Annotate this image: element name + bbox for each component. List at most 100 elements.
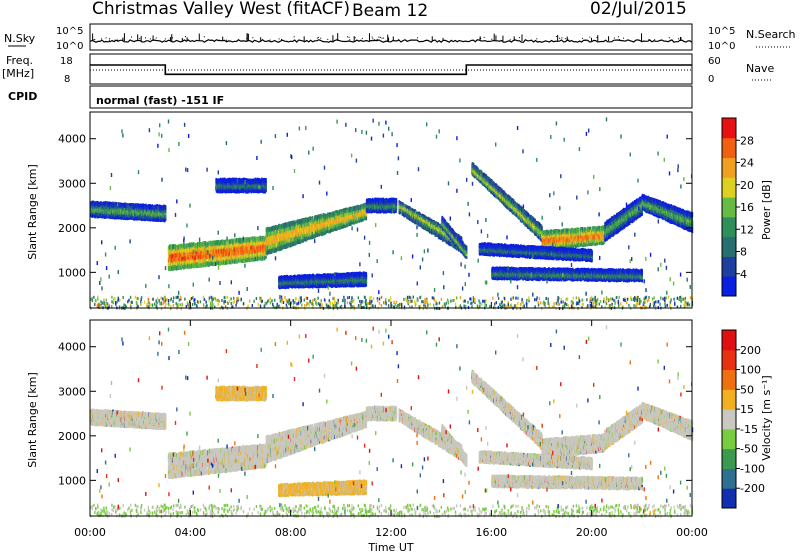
power-cell xyxy=(283,231,285,237)
noise-tick-right-high: 10^5 xyxy=(708,26,735,37)
freq-label: Freq. xyxy=(6,54,33,67)
nsearch-point xyxy=(479,38,481,40)
nsky-label: N.Sky xyxy=(4,32,36,45)
power-cell xyxy=(276,242,278,248)
noise-tick-left-low: 10^0 xyxy=(56,41,83,52)
nave-tick-low: 0 xyxy=(708,74,714,85)
power-cell xyxy=(180,244,183,250)
noise-panel-frame xyxy=(89,23,693,51)
power-cell xyxy=(164,205,167,211)
power-cell xyxy=(241,258,243,263)
nsearch-point xyxy=(480,37,482,39)
power-cell xyxy=(129,203,132,209)
power-cell xyxy=(241,249,243,255)
power-cell xyxy=(183,259,186,265)
nsearch-point xyxy=(555,36,557,38)
power-cell xyxy=(208,240,211,246)
power-cell xyxy=(187,243,190,249)
power-cell xyxy=(269,226,271,232)
nsearch-point xyxy=(376,38,378,40)
power-cell xyxy=(272,242,274,248)
power-cell xyxy=(278,229,280,235)
power-cell xyxy=(196,257,199,263)
power-cell xyxy=(202,250,204,255)
cpid-text: normal (fast) -151 IF xyxy=(96,94,224,107)
power-cell xyxy=(230,250,232,256)
power-cell xyxy=(194,254,197,260)
nsearch-point xyxy=(509,39,511,41)
power-cell xyxy=(274,233,277,239)
power-cell xyxy=(265,253,267,259)
power-cell xyxy=(252,248,255,254)
power-cell xyxy=(297,223,300,229)
nsearch-point xyxy=(354,37,356,39)
power-cell xyxy=(255,245,257,251)
power-cell xyxy=(289,225,291,231)
power-cell xyxy=(213,252,216,258)
power-cell xyxy=(222,243,225,249)
power-cell xyxy=(208,245,211,251)
power-cell xyxy=(174,260,176,266)
nsearch-point xyxy=(613,37,615,39)
nsearch-point xyxy=(327,38,329,40)
power-cell xyxy=(189,243,192,249)
power-cell xyxy=(264,251,266,257)
station-title: Christmas Valley West (fitACF) xyxy=(92,0,350,19)
power-cell xyxy=(183,247,185,253)
power-cell xyxy=(192,259,195,265)
power-cell xyxy=(295,227,297,233)
power-cell xyxy=(395,198,398,204)
power-cell xyxy=(94,210,97,216)
nsearch-point xyxy=(648,39,650,41)
power-cell xyxy=(179,243,181,249)
power-cell xyxy=(292,229,294,235)
nsearch-point xyxy=(623,37,625,39)
power-cell xyxy=(276,246,278,252)
nsearch-point xyxy=(172,37,174,39)
nsky-trace xyxy=(89,39,693,43)
power-cell xyxy=(238,241,241,247)
power-cell xyxy=(164,208,167,214)
nsearch-point xyxy=(269,39,271,41)
power-cell xyxy=(218,260,220,266)
nsearch-point xyxy=(378,36,380,38)
power-cell xyxy=(305,232,307,238)
power-cell xyxy=(194,258,196,264)
nsearch-point xyxy=(320,37,322,39)
nsearch-point xyxy=(184,36,186,38)
beam-label: Beam 12 xyxy=(352,1,428,21)
nsearch-point xyxy=(371,36,373,38)
power-cell xyxy=(204,249,206,255)
power-heatmap xyxy=(90,117,694,311)
power-cell xyxy=(181,259,183,265)
power-cell xyxy=(164,213,167,219)
nsearch-point xyxy=(316,37,318,39)
nsearch-point xyxy=(114,39,116,41)
power-cell xyxy=(236,242,239,248)
nsearch-point xyxy=(617,36,619,38)
nsearch-point xyxy=(293,36,295,38)
power-cell xyxy=(232,258,234,264)
power-cell xyxy=(263,255,266,261)
nsearch-point xyxy=(596,37,598,39)
nsearch-point xyxy=(317,36,319,38)
nsearch-point xyxy=(348,36,350,38)
nsearch-point xyxy=(203,36,205,38)
nsearch-point xyxy=(536,38,538,40)
nsearch-point xyxy=(654,39,656,41)
power-cell xyxy=(190,254,192,260)
nsearch-point xyxy=(491,38,493,40)
power-cell xyxy=(276,225,278,231)
nsearch-point xyxy=(225,39,227,41)
cpid-panel-frame xyxy=(89,85,693,109)
nave-tick-high: 60 xyxy=(708,56,721,67)
power-cell xyxy=(256,251,259,257)
power-cell xyxy=(297,231,300,237)
power-cell xyxy=(300,234,302,240)
nsearch-point xyxy=(379,36,381,38)
nsearch-point xyxy=(149,38,151,40)
power-cell xyxy=(308,234,310,240)
power-cell xyxy=(192,242,195,248)
power-cell xyxy=(250,236,253,242)
power-cell xyxy=(274,237,277,243)
